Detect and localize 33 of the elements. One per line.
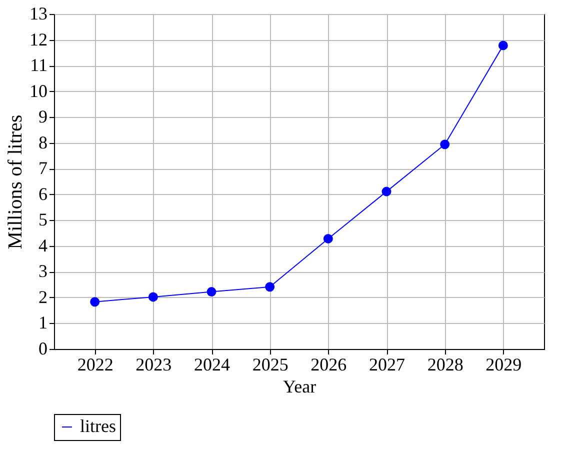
y-tick-label: 10	[30, 80, 48, 101]
legend-label: litres	[80, 416, 116, 436]
point	[90, 297, 100, 307]
y-tick-label: 0	[38, 338, 48, 358]
y-tick-label: 4	[38, 235, 48, 256]
x-tick-label: 2028	[427, 354, 464, 374]
y-tick-label: 3	[38, 261, 48, 282]
point	[206, 287, 216, 297]
y-tick-label: 5	[38, 210, 48, 230]
point	[148, 292, 158, 302]
y-tick-label: 7	[38, 158, 48, 178]
y-tick-label: 1	[38, 312, 48, 333]
point	[440, 140, 450, 150]
x-axis-title: Year	[282, 376, 316, 396]
y-tick-label: 11	[30, 55, 48, 76]
y-tick-label: 8	[38, 132, 48, 152]
point	[498, 40, 508, 50]
y-tick-label: 13	[30, 4, 48, 24]
x-tick-label: 2026	[310, 354, 347, 374]
y-tick-label: 12	[30, 29, 48, 50]
x-tick-label: 2023	[136, 354, 172, 374]
y-axis-title: Millions of litres	[4, 114, 26, 250]
x-tick-label: 2025	[252, 354, 288, 374]
x-tick-label: 2027	[369, 354, 405, 374]
y-tick-label: 6	[38, 184, 48, 204]
point	[382, 186, 392, 196]
x-tick-label: 2029	[486, 354, 522, 374]
point	[323, 234, 333, 244]
y-tick-label: 2	[38, 286, 48, 307]
x-tick-label: 2024	[194, 354, 230, 374]
x-tick-label: 2022	[77, 354, 114, 374]
y-tick-label: 9	[38, 106, 48, 127]
point	[265, 282, 275, 292]
